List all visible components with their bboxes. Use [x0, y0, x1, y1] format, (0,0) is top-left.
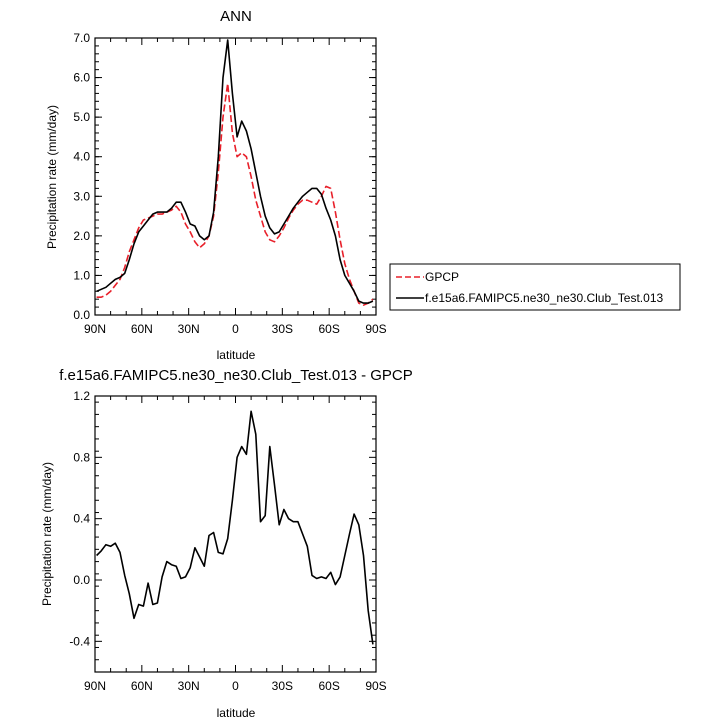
x-tick-label: 30S: [272, 679, 293, 693]
y-tick-label: 4.0: [73, 150, 90, 164]
y-tick-label: 6.0: [73, 71, 90, 85]
bottom-chart-title: f.e15a6.FAMIPC5.ne30_ne30.Club_Test.013 …: [59, 367, 413, 384]
top-chart: ANN 90N 60N 30N 0 30S 60S 90S 0.0 1.0 2.0 3.0 4.0 5.…: [45, 8, 681, 362]
x-tick-label: 30S: [272, 322, 293, 336]
legend-box: [389, 263, 681, 311]
series-line-model: [96, 39, 374, 304]
x-tick-label: 90N: [84, 322, 106, 336]
y-tick-label: 2.0: [73, 229, 90, 243]
series-line-gpcp: [96, 82, 374, 306]
y-tick-label: 3.0: [73, 189, 90, 203]
x-tick-label: 60N: [131, 679, 153, 693]
x-tick-label: 90S: [365, 679, 386, 693]
y-tick-label: 5.0: [73, 110, 90, 124]
y-tick-label: 0.4: [73, 512, 90, 526]
top-plot-area: 90N 60N 30N 0 30S 60S 90S 0.0 1.0 2.0 3.0 4.0 5.0 6.0…: [73, 31, 386, 336]
x-tick-label: 30N: [178, 322, 200, 336]
bottom-ylabel: Precipitation rate (mm/day): [40, 462, 54, 606]
y-tick-label: 0.0: [73, 308, 90, 322]
plot-frame: [94, 395, 377, 673]
y-tick-label: 0.0: [73, 573, 90, 587]
top-xlabel: latitude: [217, 348, 256, 362]
x-tick-label: 90N: [84, 679, 106, 693]
bottom-chart: f.e15a6.FAMIPC5.ne30_ne30.Club_Test.013 …: [40, 367, 413, 720]
bottom-plot-area: 90N 60N 30N 0 30S 60S 90S -0.4 0.0 0.4 0.8 1.2: [69, 389, 386, 693]
legend-model-label: f.e15a6.FAMIPC5.ne30_ne30.Club_Test.013: [425, 291, 663, 305]
x-tick-label: 0: [232, 322, 239, 336]
top-chart-title: ANN: [220, 8, 252, 25]
y-tick-label: -0.4: [69, 634, 90, 648]
x-tick-label: 60N: [131, 322, 153, 336]
legend-gpcp-label: GPCP: [425, 270, 459, 284]
y-tick-label: 0.8: [73, 450, 90, 464]
y-tick-label: 1.0: [73, 268, 90, 282]
top-ylabel: Precipitation rate (mm/day): [45, 105, 59, 249]
y-tick-label: 7.0: [73, 31, 90, 45]
x-tick-label: 30N: [178, 679, 200, 693]
y-tick-label: 1.2: [73, 389, 90, 403]
x-tick-label: 0: [232, 679, 239, 693]
series-line-difference: [96, 410, 374, 645]
bottom-xlabel: latitude: [217, 706, 256, 720]
top-legend: GPCP f.e15a6.FAMIPC5.ne30_ne30.Club_Test…: [389, 263, 681, 311]
x-tick-label: 90S: [365, 322, 386, 336]
x-tick-label: 60S: [318, 322, 339, 336]
x-tick-label: 60S: [318, 679, 339, 693]
plot-frame: [94, 37, 377, 316]
